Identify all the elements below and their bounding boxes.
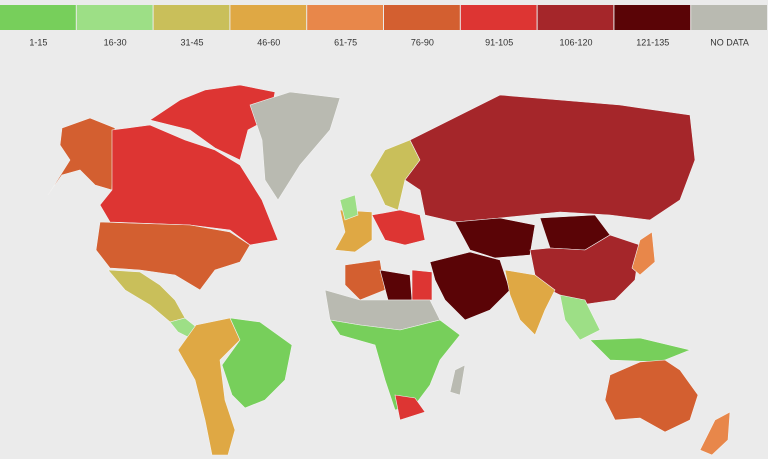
- country: [99, 124, 279, 246]
- legend-swatch: [460, 5, 537, 30]
- legend-swatch: [0, 5, 76, 30]
- legend-swatch: [691, 5, 767, 30]
- country: [371, 209, 426, 246]
- legend-label: 1-15: [29, 37, 47, 47]
- legend-swatch: [537, 5, 614, 30]
- legend-label: 46-60: [257, 37, 280, 47]
- country: [449, 364, 466, 396]
- legend-label: 61-75: [334, 37, 357, 47]
- legend-swatch: [307, 5, 383, 30]
- legend-label: 16-30: [104, 37, 127, 47]
- legend-label: 91-105: [485, 37, 513, 47]
- country: [329, 319, 461, 411]
- legend-label: NO DATA: [710, 37, 749, 47]
- country: [394, 394, 426, 421]
- legend-label: 76-90: [411, 37, 434, 47]
- country: [249, 91, 341, 201]
- country: [631, 231, 656, 276]
- legend-swatch: [614, 5, 691, 30]
- country: [559, 294, 601, 341]
- country: [339, 194, 359, 221]
- country: [604, 359, 699, 433]
- legend: 1-15 16-30 31-45 46-60 61-75 76-90 91-105 106-1…: [0, 5, 767, 47]
- country: [504, 269, 556, 336]
- world-map: [47, 84, 731, 456]
- country: [344, 259, 386, 301]
- country: [411, 269, 433, 301]
- country: [95, 221, 251, 291]
- country: [699, 411, 731, 456]
- legend-swatch: [153, 5, 230, 30]
- legend-swatch: [230, 5, 307, 30]
- legend-label: 31-45: [180, 37, 203, 47]
- country: [589, 337, 691, 363]
- country: [404, 94, 696, 223]
- country: [429, 251, 511, 321]
- legend-swatch: [384, 5, 460, 30]
- country: [454, 217, 536, 259]
- legend-label: 121-135: [636, 37, 669, 47]
- legend-swatch: [76, 5, 153, 30]
- country: [221, 317, 293, 409]
- country: [47, 117, 116, 196]
- legend-label: 106-120: [559, 37, 592, 47]
- country: [334, 209, 373, 253]
